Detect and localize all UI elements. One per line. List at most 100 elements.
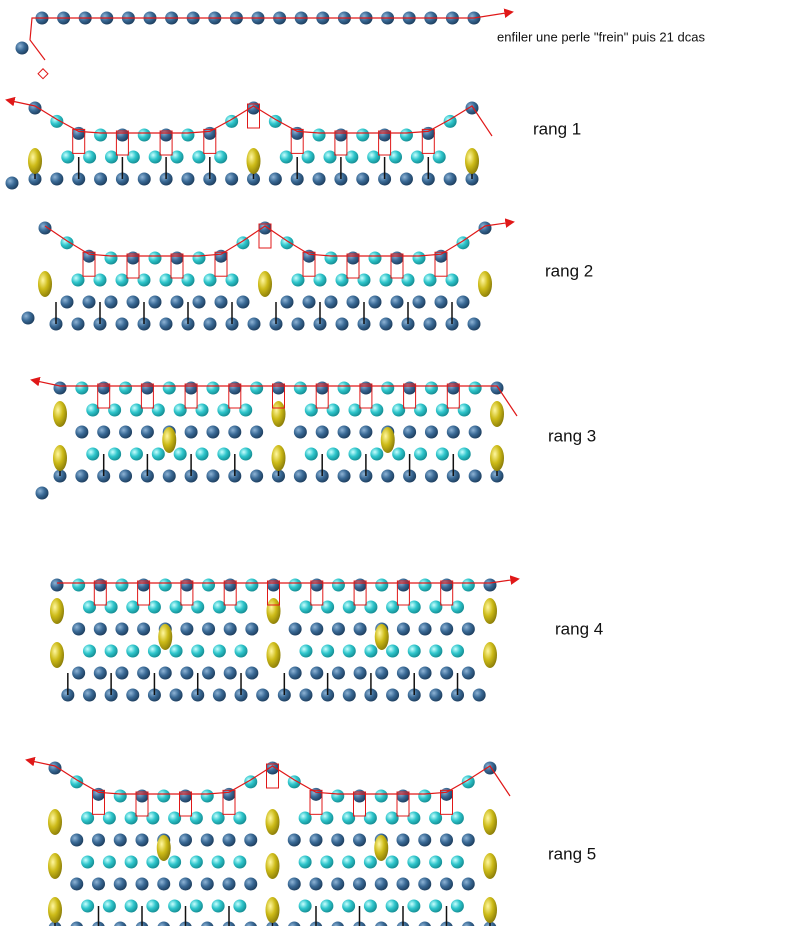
- cyan-bead: [170, 150, 184, 164]
- blue-bead: [60, 295, 74, 309]
- blue-bead: [468, 469, 482, 483]
- cyan-bead: [385, 855, 399, 869]
- thread-loop: [359, 383, 373, 409]
- thread-loop: [159, 130, 173, 156]
- cyan-bead: [192, 251, 206, 265]
- cyan-bead: [370, 403, 384, 417]
- blue-bead: [53, 381, 67, 395]
- thread: [25, 756, 511, 797]
- cyan-bead: [239, 447, 253, 461]
- cyan-bead: [151, 447, 165, 461]
- yellow-bead: [265, 809, 280, 835]
- thread-loop: [258, 223, 272, 249]
- cyan-bead: [169, 644, 183, 658]
- blue-bead: [223, 666, 237, 680]
- thread-loop: [203, 128, 217, 154]
- blue-bead: [72, 666, 86, 680]
- cyan-bead: [364, 600, 378, 614]
- thread-loop: [126, 253, 140, 279]
- blue-bead: [424, 469, 438, 483]
- yellow-bead: [478, 271, 492, 297]
- cyan-bead: [195, 403, 209, 417]
- cyan-bead: [279, 150, 293, 164]
- yellow-bead: [48, 809, 62, 835]
- blue-bead: [379, 317, 393, 331]
- thread-loop: [267, 580, 280, 606]
- cyan-bead: [148, 251, 162, 265]
- blue-bead: [92, 833, 105, 847]
- cyan-bead: [81, 855, 95, 869]
- cyan-bead: [86, 447, 100, 461]
- blue-bead: [353, 877, 366, 891]
- cyan-bead: [94, 128, 108, 142]
- cyan-bead: [418, 789, 432, 803]
- blue-bead: [244, 877, 258, 891]
- thread-loop: [310, 580, 324, 606]
- blue-bead: [378, 128, 392, 142]
- blue-bead: [250, 469, 264, 483]
- blue-bead: [157, 921, 170, 926]
- blue-bead: [390, 251, 404, 265]
- blue-bead: [82, 249, 96, 263]
- blue-bead: [92, 877, 105, 891]
- blue-bead: [50, 172, 64, 186]
- blue-bead: [184, 425, 198, 439]
- cyan-bead: [124, 899, 138, 913]
- blue-bead: [97, 381, 111, 395]
- yellow-bead: [483, 853, 497, 879]
- blue-bead: [93, 622, 107, 636]
- blue-bead: [115, 622, 129, 636]
- thread-loop: [421, 128, 435, 154]
- cyan-bead: [192, 150, 206, 164]
- blue-bead: [399, 172, 413, 186]
- blue-bead: [137, 578, 151, 592]
- blue-bead: [214, 295, 228, 309]
- thread-loop: [92, 789, 105, 815]
- blue-bead: [48, 761, 62, 775]
- cyan-bead: [168, 811, 182, 825]
- blue-bead: [337, 425, 351, 439]
- blue-bead: [228, 425, 242, 439]
- cyan-bead: [450, 855, 464, 869]
- blue-bead: [309, 877, 323, 891]
- row-label: rang 4: [555, 619, 603, 638]
- blue-bead: [115, 317, 129, 331]
- cyan-bead: [211, 899, 225, 913]
- cyan-bead: [335, 273, 349, 287]
- yellow-bead: [265, 897, 280, 923]
- blue-bead: [72, 622, 86, 636]
- cyan-bead: [206, 381, 220, 395]
- cyan-bead: [236, 236, 250, 250]
- cyan-bead: [147, 644, 161, 658]
- blue-bead: [236, 295, 250, 309]
- blue-bead: [82, 688, 96, 702]
- yellow-bead: [28, 148, 42, 174]
- cyan-bead: [71, 273, 85, 287]
- thread-loop: [214, 251, 228, 277]
- cyan-bead: [126, 600, 140, 614]
- thread-loop: [334, 130, 348, 156]
- blue-bead: [331, 921, 344, 926]
- cyan-bead: [104, 600, 118, 614]
- blue-bead: [293, 425, 307, 439]
- yellow-bead: [158, 624, 173, 650]
- cyan-bead: [72, 578, 86, 592]
- cyan-bead: [124, 811, 138, 825]
- cyan-bead: [363, 811, 377, 825]
- thread: [5, 96, 493, 137]
- blue-bead: [244, 921, 257, 926]
- yellow-bead: [48, 853, 62, 879]
- cyan-bead: [367, 150, 381, 164]
- cyan-bead: [298, 811, 312, 825]
- thread-loop: [346, 253, 360, 279]
- blue-bead: [456, 295, 470, 309]
- blue-bead: [94, 172, 108, 186]
- blue-bead: [418, 622, 432, 636]
- cyan-bead: [81, 899, 95, 913]
- blue-bead: [268, 172, 282, 186]
- cyan-bead: [468, 381, 482, 395]
- blue-bead: [114, 921, 127, 926]
- blue-bead: [135, 789, 149, 803]
- cyan-bead: [102, 899, 116, 913]
- blue-bead: [179, 833, 192, 847]
